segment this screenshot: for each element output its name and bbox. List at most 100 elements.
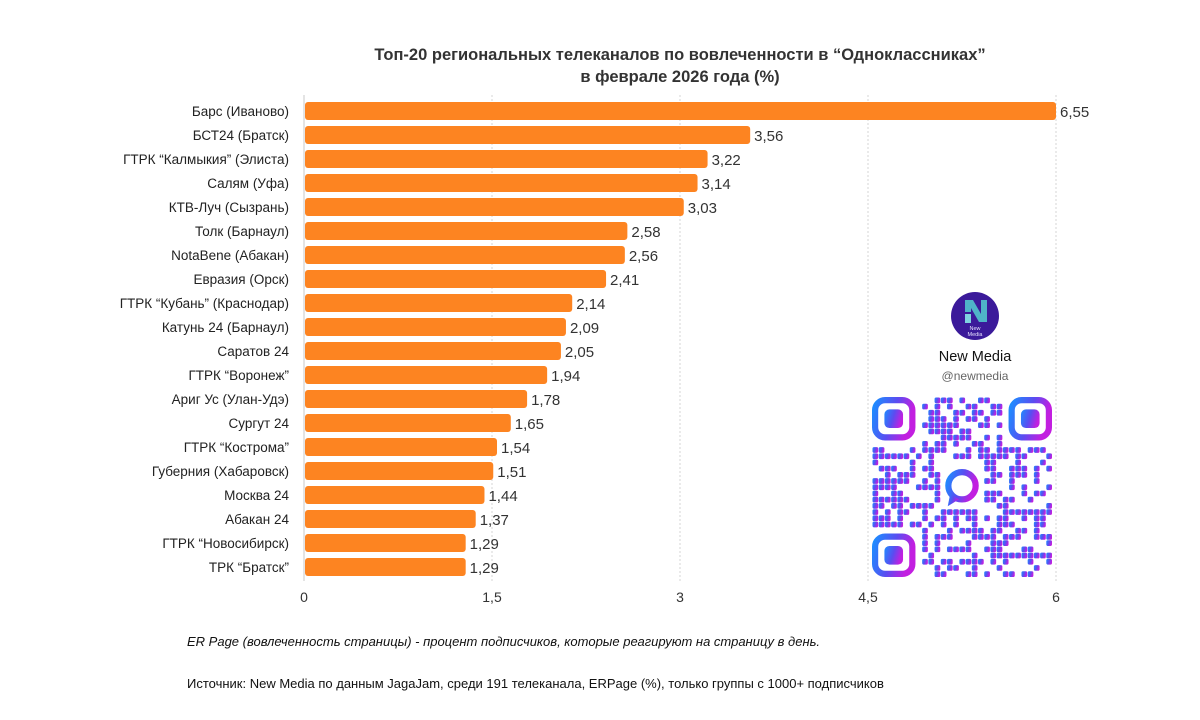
qr-module	[922, 527, 928, 534]
qr-module	[953, 521, 959, 528]
svg-text:New: New	[969, 326, 980, 332]
bar	[305, 174, 698, 192]
value-label: 3,14	[702, 176, 731, 193]
qr-module	[971, 521, 978, 528]
qr-module	[1027, 571, 1034, 577]
qr-module	[934, 397, 941, 404]
qr-module	[884, 515, 891, 522]
qr-module	[1033, 521, 1040, 528]
bar	[305, 150, 708, 168]
qr-module	[934, 416, 941, 422]
qr-module	[878, 465, 885, 472]
qr-module	[884, 453, 891, 460]
qr-module	[915, 503, 922, 509]
qr-module	[984, 422, 990, 429]
qr-module	[946, 434, 953, 441]
qr-module	[1040, 515, 1046, 522]
qr-module	[990, 403, 997, 410]
qr-module	[953, 434, 959, 441]
qr-module	[897, 509, 904, 515]
qr-module	[953, 565, 959, 571]
qr-module	[959, 509, 966, 515]
qr-module	[990, 558, 997, 565]
qr-module	[946, 527, 953, 534]
qr-module	[1021, 490, 1028, 497]
bar	[305, 270, 607, 288]
qr-module	[922, 534, 928, 540]
brand-handle[interactable]: @newmedia	[941, 369, 1009, 383]
qr-module	[990, 471, 997, 478]
qr-module	[984, 546, 990, 553]
qr-module	[1009, 484, 1015, 491]
qr-module	[940, 558, 947, 565]
qr-module	[1021, 546, 1028, 553]
qr-code[interactable]	[872, 396, 1052, 578]
qr-module	[928, 521, 935, 528]
qr-module	[1027, 447, 1034, 453]
qr-module	[884, 521, 891, 528]
qr-module	[1046, 534, 1052, 540]
qr-module	[1040, 521, 1046, 528]
qr-module	[959, 546, 966, 553]
qr-module	[1040, 552, 1046, 559]
tick-label: 4,5	[858, 589, 878, 605]
qr-module	[934, 565, 941, 571]
bar	[305, 438, 498, 456]
category-label: Толк (Барнаул)	[195, 224, 289, 239]
qr-module	[953, 422, 959, 429]
qr-module	[990, 527, 997, 534]
qr-module	[984, 496, 990, 503]
qr-module	[872, 459, 879, 466]
qr-module	[946, 403, 953, 410]
qr-module	[928, 459, 935, 466]
qr-module	[934, 515, 941, 522]
qr-module	[891, 465, 897, 472]
qr-center-logo-tail	[947, 493, 959, 507]
qr-module	[996, 422, 1003, 429]
qr-module	[1009, 465, 1015, 472]
bar	[305, 222, 628, 240]
qr-module	[1002, 534, 1009, 540]
qr-module	[872, 521, 879, 528]
qr-module	[990, 478, 997, 484]
qr-module	[990, 453, 997, 460]
qr-module	[959, 453, 966, 460]
qr-module	[990, 465, 997, 472]
qr-module	[922, 403, 928, 410]
category-label: ГТРК “Кострома”	[184, 440, 289, 455]
value-labels: 6,55 3,56 3,22 3,14 3,03 2,58 2,56 2,41 2,14 2,09…	[470, 104, 1090, 577]
bar	[305, 366, 548, 384]
qr-module	[965, 403, 972, 410]
value-label: 1,54	[501, 440, 530, 457]
qr-module	[1027, 552, 1034, 559]
qr-finder-center	[1020, 409, 1040, 429]
logo-icon: New Media	[965, 300, 987, 338]
qr-module	[940, 447, 947, 453]
qr-module	[953, 546, 959, 553]
brand-name: New Media	[938, 349, 1012, 365]
qr-module	[959, 434, 966, 441]
qr-module	[934, 540, 941, 546]
qr-module	[990, 546, 997, 553]
bar	[305, 294, 573, 312]
qr-module	[978, 409, 984, 416]
qr-module	[971, 565, 978, 571]
qr-module	[1015, 527, 1021, 534]
bar	[305, 102, 1056, 120]
qr-module	[959, 527, 966, 534]
qr-module	[1021, 552, 1028, 559]
qr-module	[940, 440, 947, 447]
qr-module	[1015, 447, 1021, 453]
qr-module	[922, 478, 928, 484]
category-label: Евразия (Орск)	[194, 272, 290, 287]
brand-card: New Media New Media @newmedia	[900, 292, 1050, 383]
qr-module	[909, 503, 916, 509]
tick-label: 1,5	[482, 589, 502, 605]
qr-module	[909, 465, 916, 472]
value-label: 2,41	[610, 272, 639, 289]
qr-module	[971, 515, 978, 522]
qr-module	[953, 509, 959, 515]
qr-module	[872, 484, 879, 491]
qr-module	[1015, 465, 1021, 472]
qr-module	[928, 503, 935, 509]
